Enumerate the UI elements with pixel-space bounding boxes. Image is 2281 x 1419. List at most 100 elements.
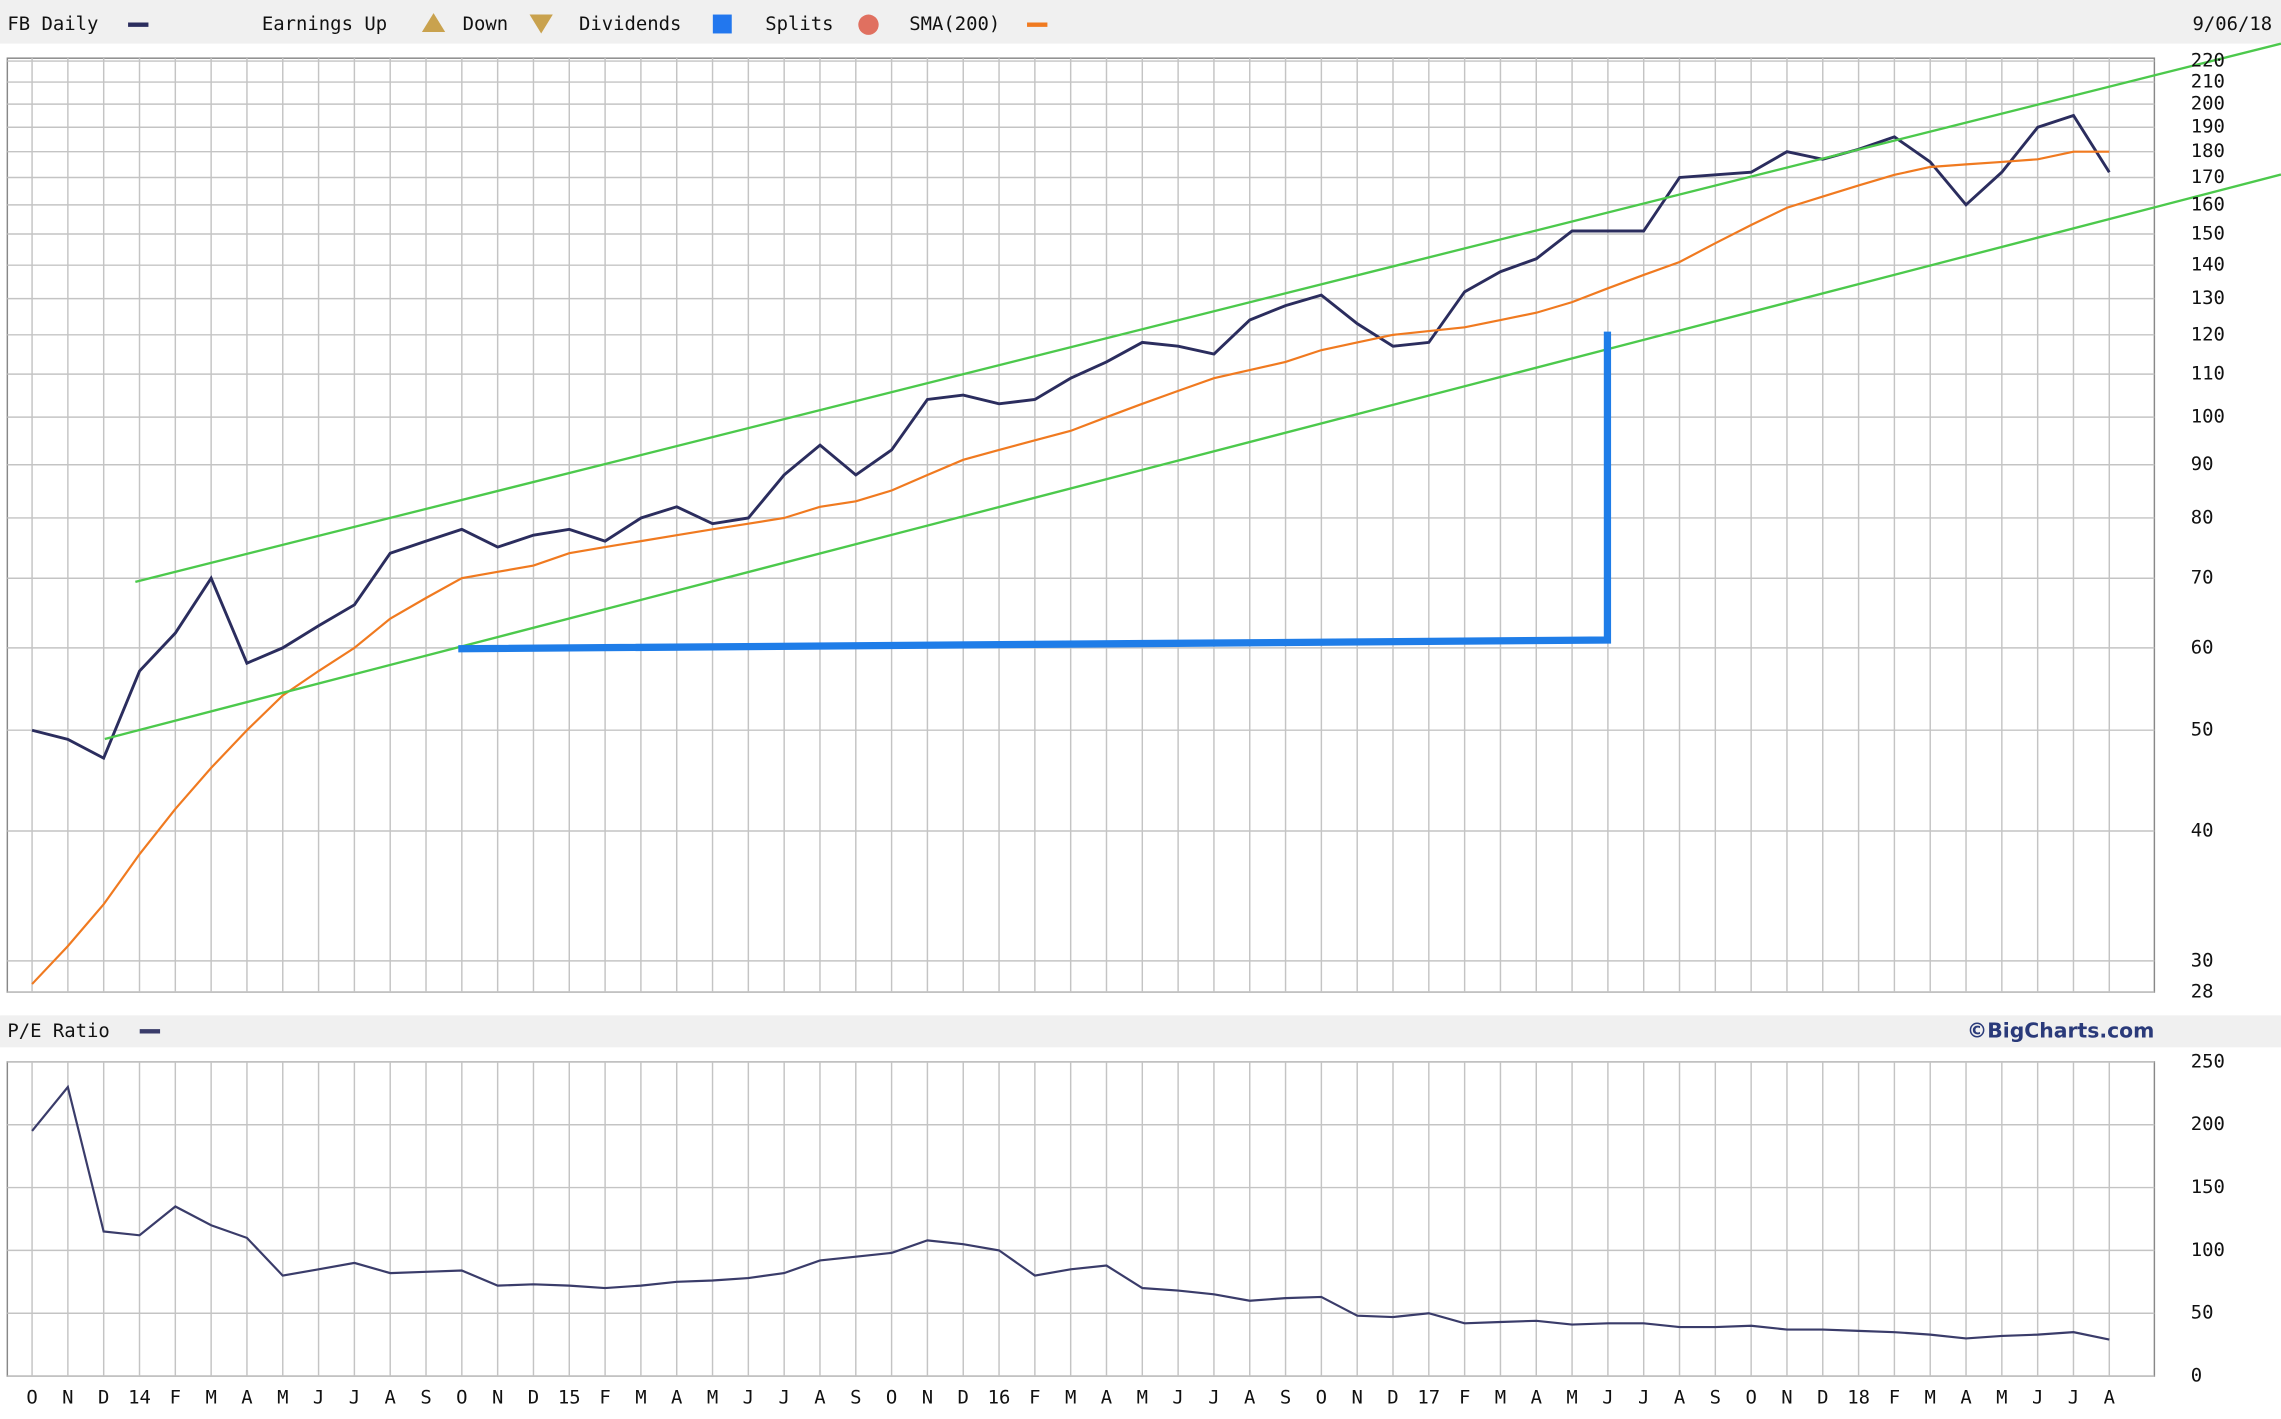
series-line <box>31 113 2111 761</box>
x-tick-label: J <box>1602 1386 1613 1408</box>
x-tick-label: O <box>26 1386 37 1408</box>
x-tick-label: O <box>886 1386 897 1408</box>
legend-icon <box>421 13 446 33</box>
drawn-annotation <box>458 331 1612 653</box>
trend-line-lower <box>104 173 2281 741</box>
x-tick-label: N <box>492 1386 503 1408</box>
x-tick-label: F <box>1029 1386 1040 1408</box>
x-tick-label: F <box>1889 1386 1900 1408</box>
y-tick-label: 50 <box>2191 719 2214 741</box>
y-tick-label: 30 <box>2191 949 2214 971</box>
x-tick-label: M <box>1996 1386 2007 1408</box>
y-tick-label: 210 <box>2191 71 2225 93</box>
y-tick-label: 180 <box>2191 140 2225 162</box>
y-tick-label: 220 <box>2191 50 2225 72</box>
x-tick-label: M <box>1566 1386 1577 1408</box>
x-tick-label: J <box>743 1386 754 1408</box>
trend-line-upper <box>135 42 2281 583</box>
x-tick-label: N <box>1781 1386 1792 1408</box>
header-bar <box>0 0 2281 44</box>
x-tick-label: J <box>313 1386 324 1408</box>
x-tick-label: A <box>2104 1386 2116 1408</box>
text-layer: FB Daily Earnings Up Down Dividends Spli… <box>7 13 2272 1408</box>
pe-plot-frame <box>6 1061 2156 1377</box>
x-tick-label: J <box>349 1386 360 1408</box>
series-name: FB Daily <box>7 13 98 35</box>
x-tick-label: A <box>1244 1386 1256 1408</box>
y-tick-label: 120 <box>2191 323 2225 345</box>
x-tick-label: A <box>1674 1386 1686 1408</box>
y-tick-label: 0 <box>2191 1365 2202 1387</box>
x-tick-label: 16 <box>988 1386 1011 1408</box>
y-tick-label: 250 <box>2191 1050 2225 1072</box>
data-layer <box>31 113 2111 1341</box>
x-tick-label: M <box>1137 1386 1148 1408</box>
x-tick-label: 17 <box>1417 1386 1440 1408</box>
legend-icon <box>712 14 732 34</box>
y-tick-label: 160 <box>2191 193 2225 215</box>
y-tick-label: 140 <box>2191 254 2225 276</box>
x-tick-label: D <box>1817 1386 1828 1408</box>
y-tick-label: 150 <box>2191 1176 2225 1198</box>
y-tick-label: 28 <box>2191 981 2214 1003</box>
x-tick-label: S <box>850 1386 861 1408</box>
y-tick-label: 100 <box>2191 406 2225 428</box>
pe-header-bar <box>0 1015 2281 1048</box>
legend-label: Earnings Up <box>262 13 387 35</box>
x-tick-label: J <box>1638 1386 1649 1408</box>
legend-label: SMA(200) <box>909 13 1000 35</box>
x-tick-label: O <box>1316 1386 1327 1408</box>
y-tick-label: 40 <box>2191 819 2214 841</box>
legend-icon <box>529 14 553 34</box>
x-tick-label: J <box>1172 1386 1183 1408</box>
x-tick-label: 18 <box>1847 1386 1870 1408</box>
series-line <box>31 1084 2110 1341</box>
grid-layer <box>7 58 2155 1377</box>
y-tick-label: 190 <box>2191 116 2225 138</box>
x-tick-label: 14 <box>128 1386 151 1408</box>
legend-label: Down <box>463 13 509 35</box>
x-tick-label: D <box>958 1386 969 1408</box>
x-tick-label: D <box>1387 1386 1398 1408</box>
x-tick-label: A <box>241 1386 253 1408</box>
x-tick-label: F <box>170 1386 181 1408</box>
y-tick-label: 200 <box>2191 93 2225 115</box>
x-tick-label: O <box>456 1386 467 1408</box>
x-tick-label: N <box>62 1386 73 1408</box>
x-tick-label: J <box>2068 1386 2079 1408</box>
x-tick-label: S <box>420 1386 431 1408</box>
legend-label: Splits <box>765 13 833 35</box>
y-tick-label: 150 <box>2191 223 2225 245</box>
price-plot-frame <box>6 57 2156 993</box>
x-tick-label: A <box>1960 1386 1972 1408</box>
annotations <box>104 42 2281 741</box>
x-tick-label: A <box>1531 1386 1543 1408</box>
x-tick-label: 15 <box>558 1386 581 1408</box>
x-tick-label: M <box>1065 1386 1076 1408</box>
y-tick-label: 80 <box>2191 506 2214 528</box>
series-line <box>31 150 2110 985</box>
x-tick-label: A <box>1101 1386 1113 1408</box>
x-tick-label: S <box>1710 1386 1721 1408</box>
legend-icon <box>858 14 879 35</box>
legend-label: Dividends <box>579 13 681 35</box>
x-tick-label: J <box>2032 1386 2043 1408</box>
y-tick-label: 90 <box>2191 453 2214 475</box>
pe-series-name: P/E Ratio <box>7 1020 109 1042</box>
x-tick-label: M <box>1495 1386 1506 1408</box>
x-tick-label: M <box>707 1386 718 1408</box>
y-tick-label: 100 <box>2191 1239 2225 1261</box>
y-tick-label: 60 <box>2191 636 2214 658</box>
x-tick-label: N <box>922 1386 933 1408</box>
x-tick-label: O <box>1745 1386 1756 1408</box>
x-tick-label: F <box>599 1386 610 1408</box>
y-tick-label: 50 <box>2191 1302 2214 1324</box>
source-credit: ©BigCharts.com <box>1967 1018 2154 1042</box>
x-tick-label: N <box>1351 1386 1362 1408</box>
x-tick-label: J <box>1208 1386 1219 1408</box>
x-tick-label: D <box>98 1386 109 1408</box>
y-tick-label: 170 <box>2191 166 2225 188</box>
x-tick-label: F <box>1459 1386 1470 1408</box>
